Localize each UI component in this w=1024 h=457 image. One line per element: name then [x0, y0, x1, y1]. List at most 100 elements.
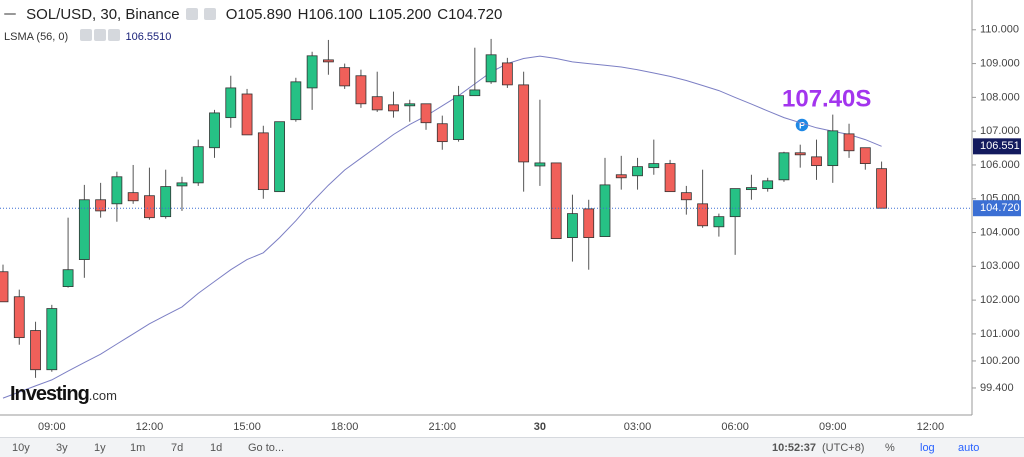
candle-body: [811, 156, 822, 167]
candle-body: [583, 208, 595, 239]
candle-body: [778, 152, 790, 181]
candle-body: [713, 216, 725, 228]
candle-body: [355, 75, 367, 105]
scale-option[interactable]: log: [920, 442, 935, 454]
goto-button[interactable]: Go to...: [248, 442, 285, 454]
x-tick-label: 09:00: [819, 421, 847, 433]
ohlc-close: C104.720: [437, 6, 503, 23]
ohlc-low: L105.200: [368, 6, 432, 23]
logo-suffix: .com: [88, 388, 117, 403]
candle-body: [615, 174, 627, 179]
candle-body: [144, 195, 155, 219]
x-tick-label: 18:00: [331, 421, 359, 433]
logo: Investing.com: [10, 383, 117, 406]
candle-body: [827, 130, 839, 167]
lsma-line: [2, 55, 882, 399]
range-button[interactable]: 3y: [56, 442, 68, 454]
toolbar: 10y 3y 1y 1m 7d 1d Go to... 10:52:37 (UTC+8)% log…: [0, 437, 1024, 457]
clock[interactable]: 10:52:37: [772, 442, 817, 454]
x-tick-label: 06:00: [721, 421, 749, 433]
timezone[interactable]: (UTC+8): [822, 442, 865, 454]
candle-body: [306, 55, 318, 89]
annotation-text: 107.40S: [782, 85, 871, 112]
overlay-badge: [973, 138, 1021, 155]
price-badge-label: 104.720: [980, 202, 1020, 214]
candle-body: [241, 93, 253, 136]
candle-body: [257, 132, 269, 191]
scale-option[interactable]: auto: [958, 442, 980, 454]
candle-body: [420, 103, 432, 124]
indicator-name: LSMA (56, 0): [4, 31, 69, 43]
symbol: SOL/USD, 30, Binance: [26, 6, 180, 23]
candle-body: [469, 89, 481, 97]
candle-body: [729, 188, 741, 218]
candle-body: [95, 199, 107, 212]
y-tick-label: 100.200: [980, 355, 1020, 367]
y-tick-label: 99.400: [980, 382, 1014, 394]
candle-body: [680, 192, 692, 201]
y-tick-label: 106.000: [980, 159, 1020, 171]
overlay-badge-label: 106.551: [980, 140, 1020, 152]
candle-body: [762, 180, 774, 190]
candle-body: [192, 146, 204, 184]
y-tick-label: 110.000: [980, 24, 1019, 36]
y-tick-label: 103.000: [980, 260, 1020, 272]
candle-body: [794, 152, 806, 156]
candle-body: [0, 271, 9, 303]
plot: [0, 38, 887, 399]
x-tick-label: 21:00: [429, 421, 457, 433]
candle-body: [322, 59, 334, 63]
y-tick-label: 101.000: [980, 328, 1020, 340]
candle-body: [746, 187, 757, 191]
legend-header: SOL/USD, 30, Binance O105.890 H106.100 L10…: [4, 6, 508, 23]
range-button[interactable]: 1y: [94, 442, 106, 454]
x-tick-label: 12:00: [136, 421, 164, 433]
candle-body: [30, 330, 41, 371]
indicator-legend: LSMA (56, 0) 106.5510: [4, 29, 171, 43]
candle-body: [501, 62, 513, 86]
price-badge: [973, 200, 1021, 217]
ohlc-open: O105.890: [225, 6, 292, 23]
candle-body: [62, 269, 74, 287]
candle-body: [534, 162, 546, 167]
candle-body: [209, 112, 220, 149]
range-button[interactable]: 10y: [12, 442, 30, 454]
range-button[interactable]: 1d: [210, 442, 223, 454]
candle-body: [111, 176, 123, 205]
x-tick-label: 30: [534, 421, 546, 433]
candle-body: [843, 133, 855, 152]
x-tick-label: 15:00: [233, 421, 261, 433]
candle-body: [436, 123, 448, 143]
range-button[interactable]: 7d: [171, 442, 184, 454]
candle-body: [518, 84, 530, 163]
x-tick-label: 12:00: [917, 421, 945, 433]
candle-body: [78, 199, 90, 260]
candle-body: [697, 203, 709, 227]
y-tick-label: 109.000: [980, 57, 1020, 69]
candle-body: [648, 163, 660, 169]
candle-body: [632, 166, 643, 177]
scale-option[interactable]: %: [885, 442, 895, 454]
ohlc-high: H106.100: [297, 6, 363, 23]
y-tick-label: 107.000: [980, 125, 1020, 137]
indicator-value: 106.5510: [125, 31, 172, 43]
candle-body: [339, 67, 351, 87]
logo-name: Investing: [10, 383, 90, 405]
candle-body: [225, 87, 237, 119]
x-tick-label: 09:00: [38, 421, 66, 433]
candle-body: [127, 192, 139, 202]
candle-body: [388, 104, 399, 112]
candle-body: [859, 147, 871, 165]
candle-body: [13, 296, 25, 339]
range-button[interactable]: 1m: [130, 442, 146, 454]
candle-body: [176, 182, 188, 187]
chart: 107.40S P 111.000 110.000 109.000 108.000 10…: [0, 0, 1021, 433]
annotation-marker-label: P: [799, 120, 805, 130]
x-tick-label: 03:00: [624, 421, 652, 433]
candle-body: [160, 186, 172, 218]
candle-body: [485, 54, 497, 83]
candle-body: [567, 213, 578, 239]
y-tick-label: 102.000: [980, 294, 1020, 306]
y-tick-label: 104.000: [980, 226, 1020, 238]
